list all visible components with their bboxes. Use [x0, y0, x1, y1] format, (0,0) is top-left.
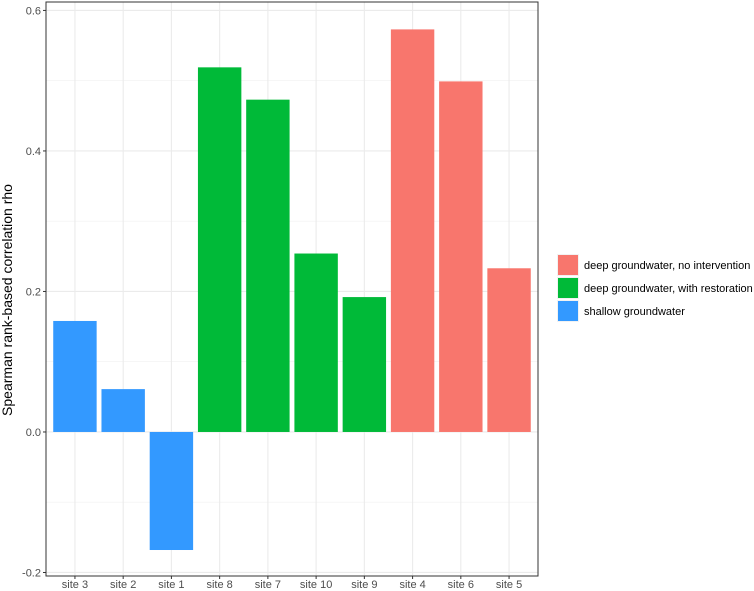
y-tick-label: 0.4 [26, 146, 41, 158]
panel-border [45, 1, 539, 577]
bar-site-2 [101, 389, 145, 432]
bar-site-4 [390, 29, 435, 432]
x-tick-label: site 10 [300, 579, 332, 591]
y-tick-label: -0.2 [22, 567, 41, 579]
bar-site-8 [197, 67, 242, 432]
bars [53, 29, 531, 551]
x-tick-label: site 9 [351, 579, 377, 591]
x-tick-label: site 6 [448, 579, 474, 591]
legend-swatch [558, 301, 578, 321]
y-axis-ticks: -0.2 0.0 0.2 0.4 0.6 [22, 5, 46, 579]
x-tick-label: site 4 [399, 579, 425, 591]
y-tick-label: 0.6 [26, 5, 41, 17]
x-tick-label: site 2 [110, 579, 136, 591]
legend-swatch [558, 278, 578, 298]
x-tick-label: site 8 [206, 579, 232, 591]
y-axis-title: Spearman rank-based correlation rho [0, 184, 15, 416]
legend-label: deep groundwater, with restoration [584, 283, 753, 295]
legend: deep groundwater, no intervention deep gr… [557, 254, 753, 322]
bar-site-1 [149, 431, 194, 551]
legend-label: deep groundwater, no intervention [584, 260, 750, 272]
bar-site-5 [487, 268, 531, 432]
x-tick-label: site 7 [255, 579, 281, 591]
legend-label: shallow groundwater [584, 306, 685, 318]
bar-site-6 [439, 81, 483, 432]
x-tick-label: site 3 [62, 579, 88, 591]
legend-swatch [558, 255, 578, 275]
bar-site-10 [294, 253, 338, 432]
bar-site-7 [246, 99, 290, 432]
x-axis-ticks: site 3 site 2 site 1 site 8 site 7 site 10 sit… [62, 576, 522, 591]
x-tick-label: site 1 [158, 579, 184, 591]
x-tick-label: site 5 [496, 579, 522, 591]
bar-site-3 [53, 320, 97, 432]
y-tick-label: 0.0 [26, 427, 41, 439]
y-tick-label: 0.2 [26, 286, 41, 298]
bar-site-9 [342, 297, 387, 432]
